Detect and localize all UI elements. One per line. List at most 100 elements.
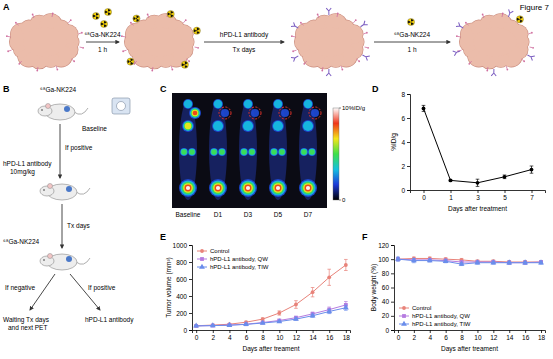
tick-mark (532, 190, 533, 193)
radiation-disc (181, 61, 188, 68)
uptake-spot (273, 183, 283, 193)
uptake-spot (240, 180, 255, 195)
uptake-spot (193, 111, 198, 116)
series-line (424, 108, 532, 182)
radiation-blade (108, 13, 111, 16)
radiation-icon (100, 20, 107, 27)
mouse-tail (74, 108, 88, 114)
arrow (204, 42, 284, 43)
tick: 800 (176, 259, 192, 266)
uptake-spot (276, 186, 280, 190)
tick-label: 8 (401, 91, 405, 98)
radiation-blade (136, 15, 139, 18)
error-bar (476, 179, 480, 186)
legend-label: hPD-L1 antibody, QW (210, 256, 268, 262)
receptor (68, 21, 70, 23)
tick-label: 0 (183, 327, 187, 334)
arrow (60, 124, 61, 178)
uptake-spot (246, 186, 250, 190)
tick-mark (391, 316, 394, 317)
marker (503, 175, 507, 179)
label: and next PET (8, 324, 47, 331)
receptor-head (52, 13, 54, 15)
uptake-spot (211, 149, 217, 155)
tick-label: 0 (385, 327, 389, 334)
receptor-head (355, 19, 357, 21)
series-line (196, 265, 346, 326)
marker (276, 318, 282, 323)
tick: 16 (522, 330, 530, 341)
receptor (470, 61, 472, 63)
mouse-tail (76, 188, 90, 194)
axis: 020406080100120 (378, 242, 394, 334)
tick: 0 (195, 330, 199, 341)
tick-label: 6 (401, 115, 405, 122)
receptor (131, 23, 133, 25)
tick-mark (196, 330, 197, 333)
tick: 0 (183, 327, 192, 334)
tick: 120 (378, 242, 394, 249)
receptor-head (367, 47, 369, 49)
radiation-disc (193, 27, 200, 34)
axis: 02004006008001000 (173, 242, 193, 334)
antibody-icon (291, 54, 300, 62)
radiation-blade (133, 17, 135, 20)
radiation-blade (171, 11, 174, 14)
marker (475, 259, 481, 264)
tick-mark (430, 330, 431, 333)
label: If positive (88, 284, 116, 292)
marker (459, 261, 465, 266)
tick-mark (263, 330, 264, 333)
receptor-head (56, 69, 58, 71)
receptor-head (337, 13, 339, 15)
tick-label: 14 (506, 334, 514, 341)
tick-label: 0 (401, 187, 405, 194)
radiation-blade (104, 21, 107, 24)
receptor-head (486, 70, 488, 72)
error-bar (344, 259, 348, 270)
radiation-blade (131, 62, 134, 65)
legend-marker (200, 257, 204, 261)
receptor-head (358, 60, 360, 62)
radiation-blade (101, 22, 103, 25)
radiation-dot (107, 11, 108, 12)
radiation-icon (516, 16, 523, 23)
arrow (374, 42, 450, 43)
uptake-spot (279, 149, 285, 155)
radiation-blade (182, 63, 184, 66)
colorbar-tick (339, 108, 341, 109)
label: D1 (214, 211, 223, 218)
receptor-head (291, 35, 293, 37)
receptor-head (147, 14, 149, 16)
uptake-spot (241, 149, 248, 156)
radiation-disc (516, 16, 523, 23)
radiation-blade (108, 9, 111, 12)
panel-label: D (372, 84, 379, 94)
tick-mark (541, 330, 542, 333)
uptake-spot (241, 149, 247, 155)
tick-label: 16 (326, 334, 334, 341)
uptake-spot (245, 185, 252, 192)
uptake-spot (304, 100, 312, 108)
scanner-icon (112, 98, 130, 114)
tick-mark (493, 330, 494, 333)
tick: 3 (476, 190, 480, 201)
uptake-spot (240, 148, 248, 156)
receptor-head (366, 32, 368, 34)
receptor-head (121, 35, 123, 37)
uptake-spot (179, 179, 197, 197)
radiation-disc (127, 58, 134, 65)
axis: 024681012141618 (193, 330, 351, 341)
label: hPD-L1 antibody (3, 160, 52, 168)
tick-mark (398, 330, 399, 333)
tick: 8 (460, 330, 464, 341)
receptor (122, 36, 125, 38)
label: If negative (5, 284, 35, 292)
uptake-spot (273, 121, 283, 131)
uptake-spot (184, 122, 192, 130)
radiation-blade (197, 31, 200, 34)
tick-label: 5 (503, 194, 507, 201)
uptake-spot (192, 110, 198, 116)
uptake-spot (211, 149, 218, 156)
plot-area (422, 105, 534, 186)
